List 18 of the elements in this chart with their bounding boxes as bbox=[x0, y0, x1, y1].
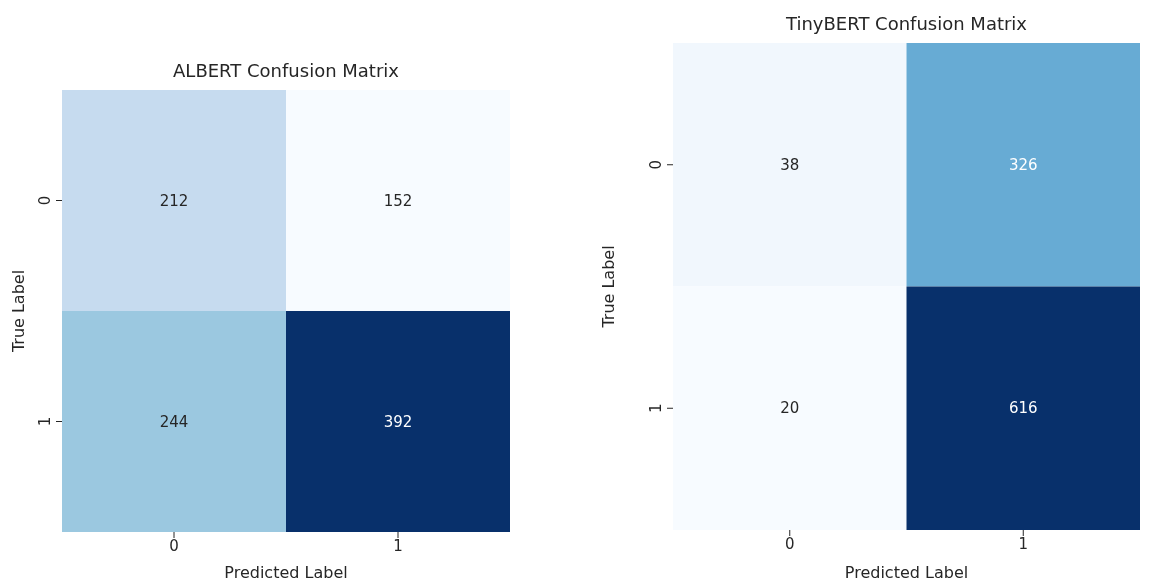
data-label: 244 bbox=[159, 412, 189, 431]
data-label: 326 bbox=[1008, 155, 1038, 174]
data-label: 38 bbox=[780, 155, 800, 174]
data-label: 152 bbox=[383, 191, 413, 210]
data-label: 392 bbox=[383, 412, 413, 431]
x-tick-label: 0 bbox=[784, 534, 795, 553]
x-axis-title: Predicted Label bbox=[844, 563, 969, 582]
data-label: 212 bbox=[159, 191, 189, 210]
x-axis-title: Predicted Label bbox=[224, 563, 348, 582]
chart-title: TinyBERT Confusion Matrix bbox=[784, 13, 1029, 34]
x-tick-label: 1 bbox=[393, 536, 403, 555]
y-axis-title: True Label bbox=[8, 269, 28, 354]
data-label: 20 bbox=[780, 399, 800, 418]
chart-title: ALBERT Confusion Matrix bbox=[172, 60, 400, 81]
x-tick-label: 1 bbox=[1018, 534, 1029, 553]
x-tick-label: 0 bbox=[169, 536, 179, 555]
y-axis-title: True Label bbox=[598, 245, 618, 329]
data-label: 616 bbox=[1008, 399, 1038, 418]
